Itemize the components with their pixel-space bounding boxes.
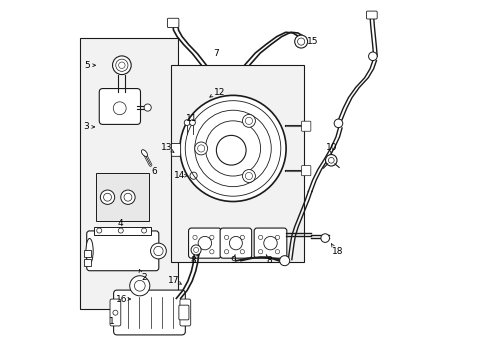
Ellipse shape: [141, 150, 147, 157]
Text: 11: 11: [185, 114, 197, 123]
Circle shape: [112, 56, 131, 75]
Text: 6: 6: [151, 167, 157, 176]
Text: 13: 13: [161, 143, 172, 152]
Text: 9: 9: [230, 256, 235, 265]
FancyBboxPatch shape: [254, 228, 286, 258]
Bar: [80, 39, 178, 309]
Circle shape: [150, 243, 166, 259]
Circle shape: [333, 119, 342, 128]
Circle shape: [242, 114, 255, 127]
Circle shape: [184, 120, 190, 126]
Bar: [94, 226, 151, 234]
Text: 16: 16: [116, 294, 127, 303]
Text: 8: 8: [266, 256, 272, 265]
FancyBboxPatch shape: [180, 299, 190, 326]
FancyBboxPatch shape: [113, 290, 185, 335]
Circle shape: [189, 120, 195, 126]
Text: 2: 2: [141, 273, 146, 282]
FancyBboxPatch shape: [167, 18, 179, 28]
Circle shape: [294, 35, 307, 48]
Circle shape: [216, 135, 245, 165]
Circle shape: [191, 245, 201, 255]
FancyBboxPatch shape: [301, 166, 310, 176]
Circle shape: [368, 52, 376, 60]
Text: 7: 7: [212, 49, 218, 58]
Text: 15: 15: [306, 37, 318, 46]
Circle shape: [100, 190, 115, 204]
Text: 5: 5: [83, 61, 89, 70]
Circle shape: [129, 276, 149, 296]
Text: 4: 4: [118, 219, 123, 228]
Circle shape: [242, 170, 255, 183]
Text: 18: 18: [331, 247, 343, 256]
FancyBboxPatch shape: [110, 299, 121, 326]
Circle shape: [144, 104, 151, 111]
Bar: [171, 65, 303, 262]
Text: 1: 1: [109, 317, 115, 326]
Ellipse shape: [86, 238, 93, 264]
Circle shape: [121, 190, 135, 204]
Text: 14: 14: [173, 171, 184, 180]
FancyBboxPatch shape: [99, 89, 140, 125]
Text: 3: 3: [83, 122, 89, 131]
Text: 8: 8: [190, 256, 196, 265]
FancyBboxPatch shape: [220, 228, 251, 258]
Bar: [96, 173, 149, 221]
Circle shape: [325, 154, 336, 166]
FancyBboxPatch shape: [301, 121, 310, 131]
FancyBboxPatch shape: [179, 305, 188, 320]
FancyBboxPatch shape: [366, 11, 376, 19]
Text: 12: 12: [213, 87, 224, 96]
FancyBboxPatch shape: [171, 143, 180, 156]
Text: 17: 17: [167, 276, 179, 285]
Circle shape: [320, 234, 329, 242]
Circle shape: [194, 142, 207, 155]
FancyBboxPatch shape: [86, 231, 159, 271]
Text: 10: 10: [325, 143, 336, 152]
Bar: [83, 259, 91, 266]
FancyBboxPatch shape: [188, 228, 221, 258]
Circle shape: [279, 256, 289, 266]
Bar: [83, 250, 91, 257]
Circle shape: [180, 95, 285, 202]
